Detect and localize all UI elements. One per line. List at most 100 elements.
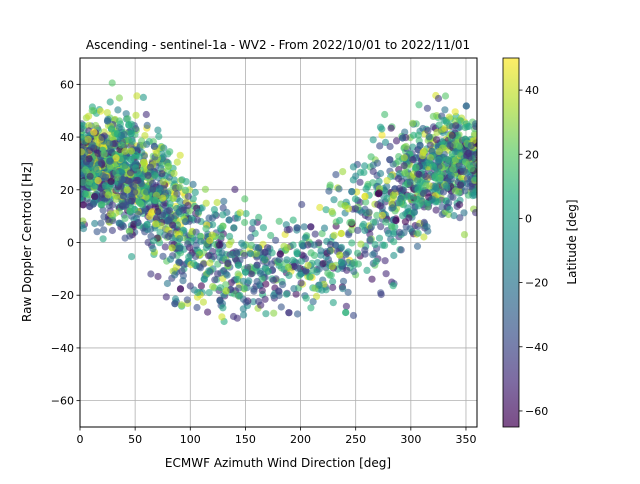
- data-point: [165, 206, 174, 215]
- data-point: [119, 192, 128, 200]
- data-point: [222, 281, 230, 289]
- data-point: [261, 248, 269, 256]
- x-tick-label: 50: [128, 433, 142, 446]
- data-point: [318, 230, 326, 238]
- data-point: [322, 206, 330, 214]
- data-point: [339, 168, 347, 176]
- data-point: [216, 284, 225, 292]
- data-point: [236, 291, 244, 299]
- data-point: [155, 132, 163, 141]
- data-point: [225, 241, 233, 249]
- data-point: [234, 261, 242, 269]
- data-point: [117, 182, 125, 190]
- data-point: [349, 311, 358, 320]
- data-point: [184, 192, 192, 200]
- data-point: [416, 141, 424, 149]
- data-point: [210, 252, 218, 261]
- data-point: [233, 314, 241, 322]
- data-point: [152, 196, 160, 205]
- data-point: [140, 206, 148, 215]
- data-point: [226, 232, 234, 240]
- data-point: [144, 171, 152, 179]
- data-point: [159, 194, 167, 202]
- data-point: [100, 226, 108, 234]
- data-point: [472, 209, 477, 217]
- data-point: [84, 135, 92, 143]
- data-point: [173, 158, 181, 166]
- data-point: [181, 218, 189, 226]
- data-point: [415, 101, 423, 109]
- data-point: [255, 244, 263, 252]
- data-point: [423, 104, 431, 112]
- data-point: [461, 158, 470, 166]
- data-point: [383, 177, 391, 185]
- data-point: [397, 246, 405, 254]
- data-point: [348, 188, 356, 196]
- data-point: [245, 277, 253, 285]
- data-point: [231, 185, 239, 193]
- data-point: [261, 256, 269, 264]
- data-point: [121, 214, 129, 222]
- data-point: [336, 251, 344, 259]
- data-point: [115, 219, 123, 227]
- grid-lines: [79, 58, 477, 427]
- data-point: [152, 220, 160, 228]
- data-point: [431, 174, 439, 182]
- data-point: [426, 141, 434, 149]
- data-point: [414, 222, 422, 230]
- data-point: [99, 235, 107, 243]
- data-point: [106, 157, 114, 165]
- data-point: [454, 131, 462, 140]
- data-point: [409, 156, 417, 164]
- data-point: [91, 193, 99, 201]
- data-point: [176, 235, 184, 243]
- data-point: [213, 198, 221, 207]
- data-point: [91, 219, 99, 228]
- data-point: [449, 165, 457, 173]
- data-point: [402, 142, 410, 151]
- data-point: [166, 148, 174, 156]
- data-point: [130, 188, 139, 196]
- data-point: [373, 211, 381, 219]
- data-point: [143, 221, 151, 229]
- y-tick-label: −60: [51, 395, 74, 408]
- data-point: [101, 182, 109, 190]
- data-point: [206, 236, 214, 245]
- data-point: [377, 290, 385, 299]
- data-point: [166, 255, 175, 263]
- data-point: [283, 226, 291, 234]
- data-point: [183, 296, 191, 304]
- data-point: [168, 244, 176, 252]
- data-point: [329, 283, 337, 292]
- data-point: [199, 298, 207, 306]
- y-tick-label: −20: [51, 289, 74, 302]
- data-point: [324, 269, 332, 277]
- data-point: [357, 240, 365, 248]
- data-point: [348, 226, 356, 234]
- data-point: [218, 313, 226, 321]
- data-point: [371, 240, 379, 249]
- data-point: [122, 201, 130, 209]
- colorbar: −60 −40 −20 0 20 40 Latitude [deg]: [502, 57, 579, 428]
- data-point: [390, 238, 398, 246]
- data-point: [97, 219, 105, 227]
- data-point: [420, 233, 428, 241]
- data-point: [342, 251, 350, 259]
- colorbar-ticks: −60 −40 −20 0 20 40: [519, 84, 548, 418]
- data-point: [425, 133, 433, 141]
- data-point: [314, 259, 322, 267]
- data-point: [386, 156, 394, 164]
- data-point: [304, 261, 312, 269]
- data-point: [472, 174, 477, 182]
- colorbar-tick-label: −40: [525, 341, 548, 354]
- data-point: [351, 195, 359, 203]
- data-point: [185, 253, 193, 261]
- data-point: [376, 202, 384, 210]
- data-point: [460, 168, 468, 176]
- data-point: [438, 203, 446, 211]
- data-point: [413, 242, 422, 250]
- data-point: [432, 136, 441, 144]
- data-point: [261, 295, 269, 303]
- data-point: [389, 282, 397, 290]
- data-point: [252, 249, 261, 257]
